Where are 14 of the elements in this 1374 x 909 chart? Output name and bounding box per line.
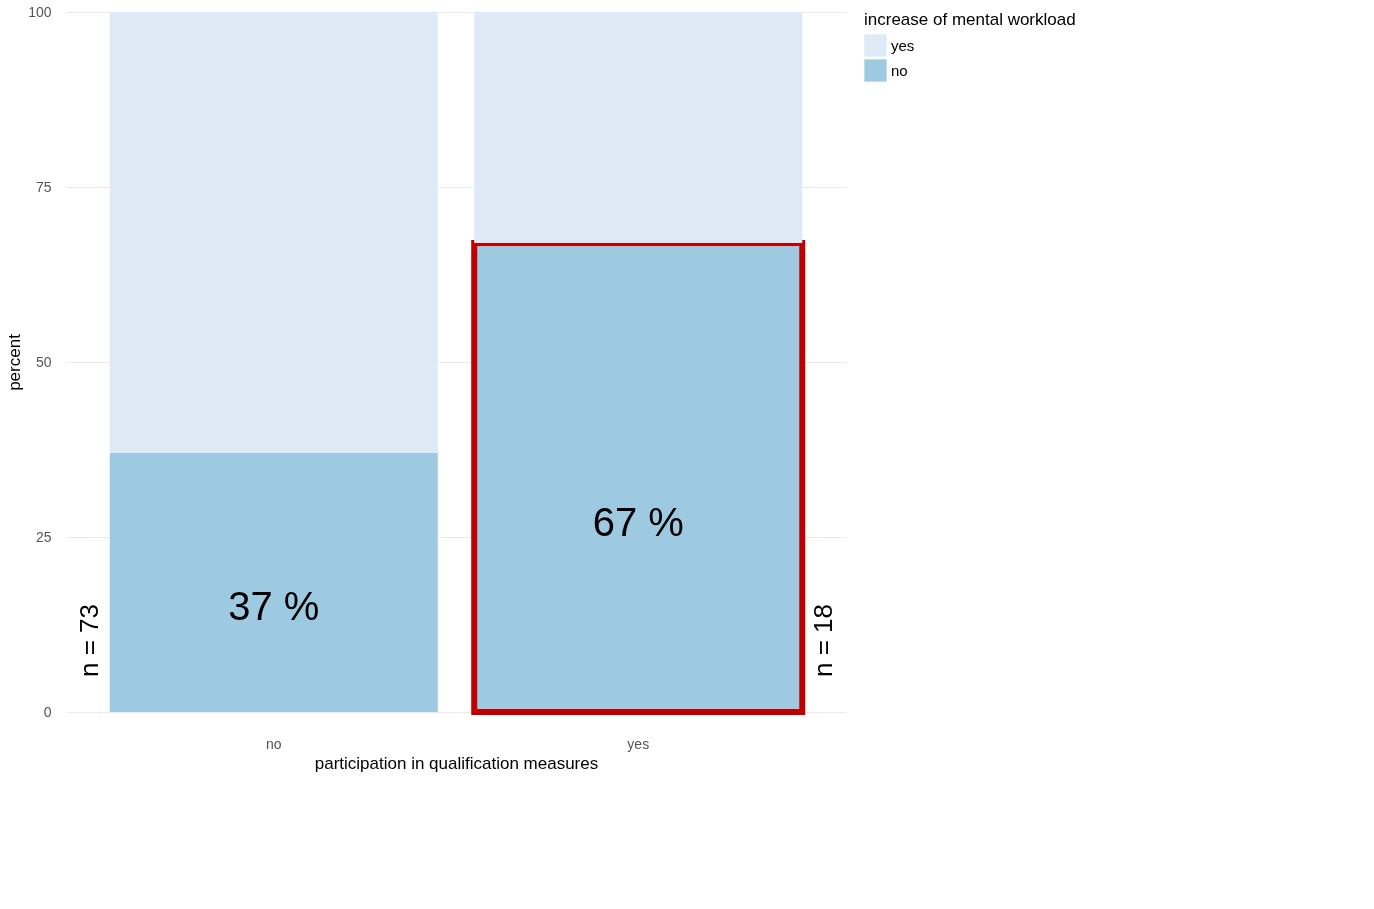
y-tick-label: 25 xyxy=(35,528,52,545)
y-tick-label: 100 xyxy=(28,3,52,20)
legend-title: increase of mental workload xyxy=(864,10,1076,29)
legend-label: no xyxy=(891,61,908,79)
y-tick-label: 75 xyxy=(35,178,52,195)
data-label: 67 % xyxy=(592,500,684,545)
annotation: n = 18 xyxy=(808,603,839,677)
y-tick-label: 0 xyxy=(43,703,52,720)
y-axis-title: percent xyxy=(5,333,25,391)
x-axis-title: participation in qualification measures xyxy=(314,753,599,773)
y-tick-label: 50 xyxy=(35,353,52,370)
annotation: n = 73 xyxy=(73,603,104,677)
legend-label: yes xyxy=(891,36,915,54)
data-label: 37 % xyxy=(228,584,320,629)
